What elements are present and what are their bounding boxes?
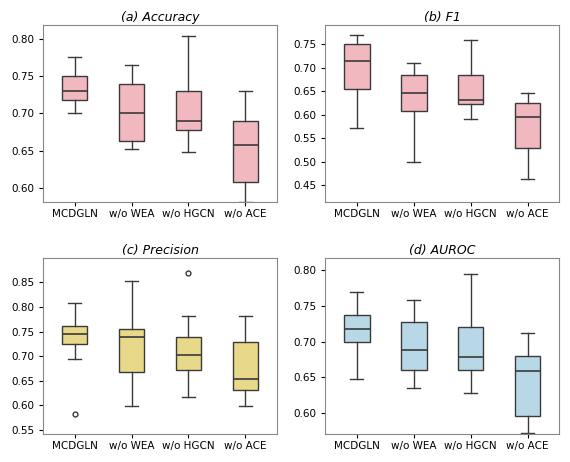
PathPatch shape: [62, 76, 87, 100]
PathPatch shape: [119, 84, 144, 141]
PathPatch shape: [458, 327, 483, 370]
PathPatch shape: [119, 328, 144, 372]
Title: (c) Precision: (c) Precision: [121, 243, 198, 256]
PathPatch shape: [176, 91, 201, 130]
PathPatch shape: [233, 121, 258, 182]
PathPatch shape: [515, 356, 540, 416]
PathPatch shape: [233, 342, 258, 389]
PathPatch shape: [62, 326, 87, 344]
Title: (b) F1: (b) F1: [424, 11, 461, 24]
PathPatch shape: [401, 75, 426, 111]
Title: (d) AUROC: (d) AUROC: [409, 243, 475, 256]
Title: (a) Accuracy: (a) Accuracy: [121, 11, 200, 24]
PathPatch shape: [176, 337, 201, 370]
PathPatch shape: [344, 44, 369, 89]
PathPatch shape: [401, 322, 426, 370]
PathPatch shape: [515, 103, 540, 148]
PathPatch shape: [344, 315, 369, 341]
PathPatch shape: [458, 75, 483, 104]
